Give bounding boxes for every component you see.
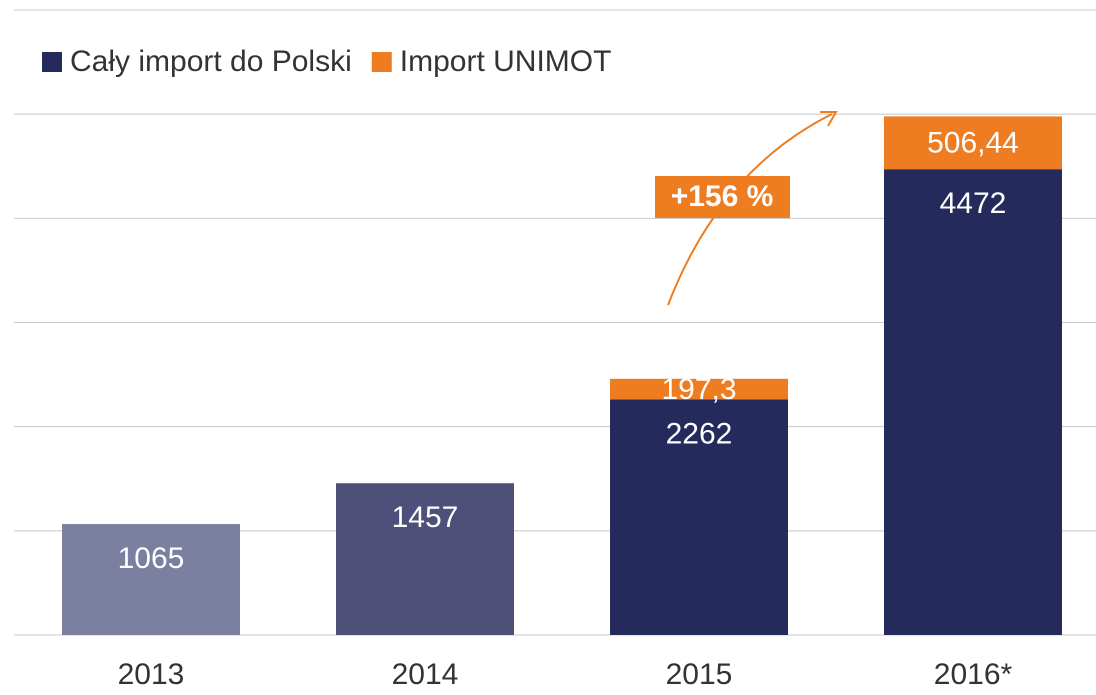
bar xyxy=(610,399,788,635)
x-tick-label: 2016* xyxy=(934,658,1013,691)
legend-swatch xyxy=(371,52,392,72)
legend-label: Cały import do Polski xyxy=(70,45,352,78)
legend-swatch xyxy=(42,52,62,72)
value-label: 506,44 xyxy=(927,127,1019,160)
value-label: 2262 xyxy=(666,417,733,450)
bar xyxy=(336,483,514,635)
bar xyxy=(610,378,788,400)
value-label: 1065 xyxy=(118,542,185,575)
annotation-box xyxy=(655,176,790,218)
value-label: 1457 xyxy=(392,501,459,534)
bar xyxy=(884,169,1062,635)
x-tick-label: 2015 xyxy=(666,658,733,691)
annotation: +156 % xyxy=(671,180,774,213)
x-tick-label: 2014 xyxy=(392,658,459,691)
bar xyxy=(62,524,240,635)
bar xyxy=(884,116,1062,170)
value-label: 197,3 xyxy=(661,373,736,406)
legend-label: Import UNIMOT xyxy=(400,45,612,78)
x-tick-label: 2013 xyxy=(118,658,185,691)
value-label: 4472 xyxy=(940,187,1007,220)
